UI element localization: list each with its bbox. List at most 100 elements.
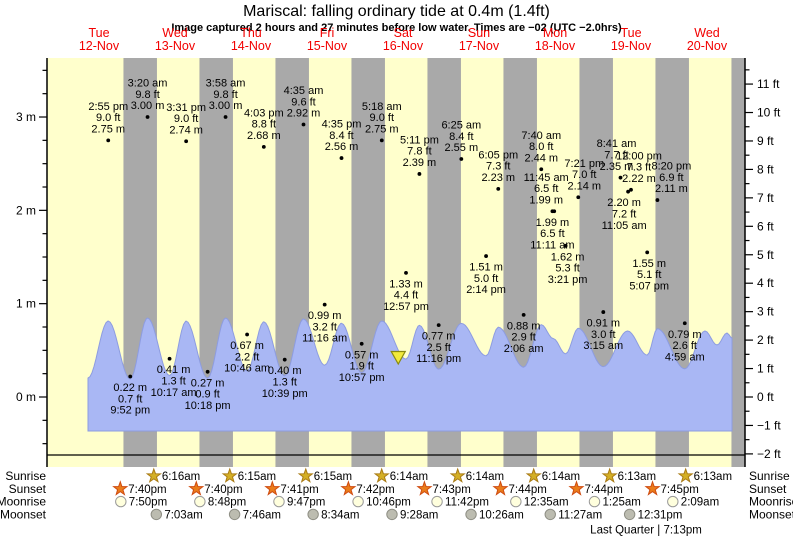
tide-event-low-label: 2.2 ft: [235, 351, 259, 363]
moonrise-moon-icon: [194, 495, 206, 508]
sunset-star-icon: [492, 480, 509, 496]
left-axis-tick-label: 0 m: [16, 390, 36, 404]
tide-event-dot: [682, 321, 687, 326]
tide-event-high-label: 8.8 ft: [252, 119, 276, 131]
moonset-moon-icon: [307, 508, 319, 521]
right-axis-tick-label: −1 ft: [757, 418, 781, 432]
tide-event-low-label: 10:39 pm: [262, 388, 308, 400]
right-axis-tick-label: 11 ft: [757, 77, 780, 91]
tide-event-dot: [496, 186, 501, 191]
moonrise-time: 11:42pm: [445, 497, 489, 509]
tide-event-high-label: 9.6 ft: [291, 96, 315, 108]
left-axis-tick-label: 2 m: [16, 203, 36, 217]
moonrise-moon-icon: [273, 495, 285, 508]
tide-event-low-label: 9:52 pm: [110, 405, 150, 417]
moonset-moon-icon: [228, 508, 241, 521]
sunset-star-icon: [644, 480, 661, 496]
tide-event-low-label: 0.40 m: [268, 365, 302, 377]
sunrise-star-icon: [601, 467, 618, 483]
right-axis-tick-label: 1 ft: [757, 362, 774, 376]
tide-event-low-label: 10:57 pm: [339, 372, 385, 384]
right-axis-tick-label: 2 ft: [757, 333, 774, 347]
moonset-moon-icon: [386, 508, 398, 521]
tide-curve: [87, 317, 733, 432]
tide-event-high-label: 7.0 ft: [572, 169, 596, 181]
tide-event-high-label: 9.8 ft: [135, 89, 159, 101]
tide-event-high-label: 8.0 ft: [529, 141, 553, 153]
tide-event-low-label: 1.51 m: [469, 262, 503, 274]
astro-row-label-left: Sunset: [9, 482, 47, 496]
tide-event-dot: [245, 332, 249, 337]
tide-event-dot: [655, 198, 660, 202]
tide-event-high-label: 2.44 m: [524, 152, 558, 164]
tide-event-high-label: 2.75 m: [91, 123, 125, 135]
tide-event-low-label: 0.88 m: [507, 320, 541, 332]
moonrise-moon-icon: [352, 495, 364, 508]
sunrise-time: 6:15am: [314, 471, 352, 483]
tide-event-low-label: 12:57 pm: [383, 301, 429, 313]
tide-event-dot: [521, 312, 526, 317]
tide-event-low-label: 11:16 am: [302, 333, 347, 345]
tide-event-dot: [322, 302, 327, 307]
day-name-label: Sat: [394, 26, 413, 40]
tide-event-dot: [404, 270, 408, 275]
moonset-time: 7:03am: [164, 509, 202, 521]
moonrise-moon-icon: [431, 495, 443, 508]
tide-event-low-label: 0.99 m: [308, 310, 342, 322]
tide-event-high-label: 6.5 ft: [534, 183, 558, 195]
tide-event-low-label: 1.3 ft: [272, 376, 296, 388]
tide-event-high-label: 9.8 ft: [213, 89, 237, 101]
astro-row-label-left: Moonset: [0, 507, 47, 521]
tide-event-low-label: 2.6 ft: [673, 340, 697, 352]
tide-event-low-label: 0.27 m: [191, 377, 225, 389]
tide-event-dot: [301, 122, 306, 127]
left-axis-tick-label: 1 m: [16, 297, 36, 311]
tide-event-high-label: 8:20 pm: [652, 161, 692, 173]
tide-event-low-label: 0.67 m: [230, 340, 264, 352]
tide-event-dot: [145, 115, 150, 119]
tide-event-dot: [484, 254, 488, 258]
tide-event-dot: [539, 167, 544, 172]
tide-event-low-label: 2.5 ft: [426, 342, 450, 354]
moonset-time: 9:28am: [400, 509, 438, 521]
tide-event-dot: [417, 172, 422, 176]
sunset-time: 7:41pm: [280, 484, 318, 496]
tide-event-dot: [339, 156, 344, 160]
sunset-time: 7:44pm: [584, 484, 622, 496]
tide-event-low-label: 1.33 m: [389, 278, 423, 290]
tide-event-high-label: 2.11 m: [655, 183, 688, 195]
tide-event-dot: [626, 189, 630, 194]
moonrise-time: 2:09am: [681, 497, 719, 509]
day-name-label: Wed: [694, 26, 720, 40]
sunset-star-icon: [340, 480, 357, 496]
sunrise-star-icon: [221, 467, 238, 483]
tide-event-high-label: 4:35 pm: [322, 119, 362, 131]
right-axis-tick-label: 8 ft: [757, 162, 774, 176]
night-band: [731, 58, 745, 467]
day-date-label: 15-Nov: [307, 39, 348, 53]
tide-event-dot: [563, 243, 568, 248]
tide-event-high-label: 7.3 ft: [627, 162, 651, 174]
day-date-label: 20-Nov: [687, 39, 728, 53]
tide-event-dot: [205, 369, 210, 374]
sunset-time: 7:43pm: [432, 484, 470, 496]
tide-event-high-label: 2.74 m: [169, 124, 203, 136]
tide-event-low-label: 0.57 m: [345, 349, 379, 361]
tide-event-high-label: 9.0 ft: [174, 113, 198, 125]
sunrise-time: 6:16am: [162, 471, 200, 483]
right-axis-tick-label: 9 ft: [757, 134, 774, 148]
tide-event-low-label: 1.99 m: [536, 217, 570, 229]
moonset-time: 11:27am: [558, 509, 602, 521]
day-date-label: 12-Nov: [79, 39, 120, 53]
tide-event-low-label: 4.4 ft: [394, 290, 418, 302]
now-marker-icon: [390, 350, 407, 366]
tide-event-dot: [629, 187, 633, 192]
astro-row-label-left: Sunrise: [5, 469, 46, 483]
sunset-time: 7:45pm: [661, 484, 699, 496]
astro-row-label-right: Sunset: [749, 482, 787, 496]
tide-event-high-label: 8:41 am: [597, 138, 637, 150]
moonrise-moon-icon: [115, 495, 127, 508]
tide-event-low-label: 5.3 ft: [555, 263, 579, 275]
right-axis-tick-label: 5 ft: [757, 248, 774, 262]
day-date-label: 17-Nov: [459, 39, 500, 53]
